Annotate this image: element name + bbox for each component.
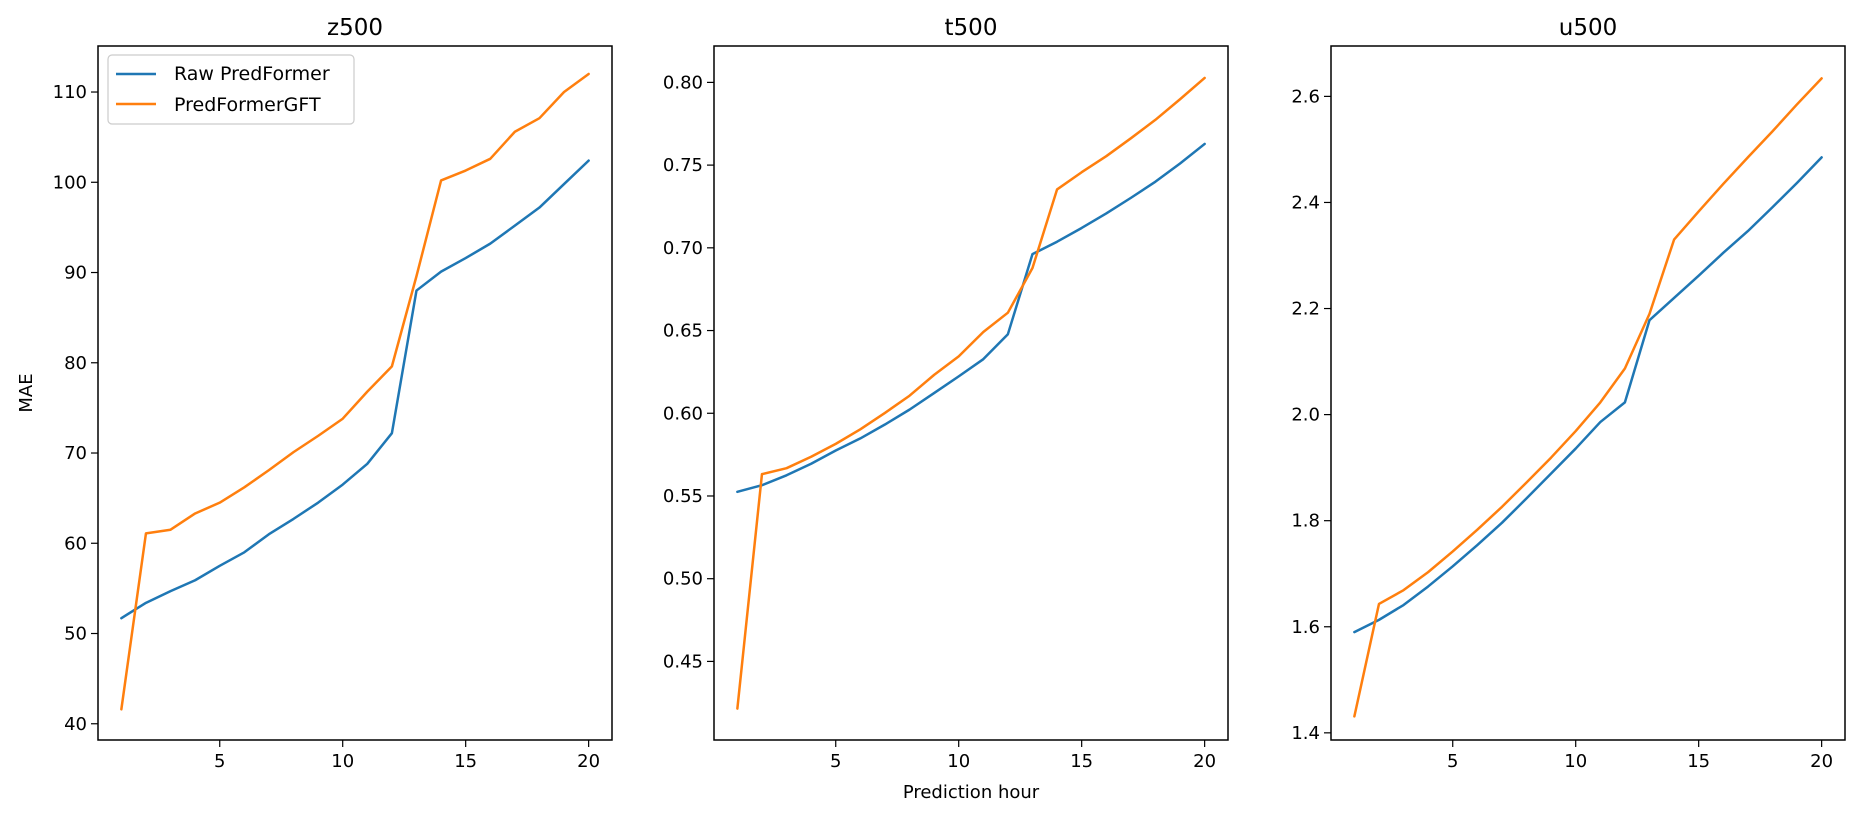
x-axis-label: Prediction hour — [903, 782, 1040, 803]
y-tick-label: 100 — [53, 172, 87, 193]
ticks-t500: 5 10 15 20 0.45 0.50 0.55 0.60 0.65 0.70 0.75 0.80 — [663, 72, 1216, 772]
x-tick-label: 10 — [947, 751, 970, 772]
y-tick-label: 2.4 — [1291, 192, 1320, 213]
axes-frame-z500 — [97, 45, 613, 741]
chart-title-z500: z500 — [327, 15, 383, 41]
y-tick-label: 0.60 — [663, 403, 703, 424]
y-tick-label: 50 — [64, 624, 87, 645]
x-tick-label: 20 — [1193, 751, 1216, 772]
y-tick-label: 0.75 — [663, 155, 703, 176]
x-tick-label: 10 — [1564, 751, 1587, 772]
x-tick-label: 20 — [1810, 751, 1833, 772]
x-tick-label: 15 — [1070, 751, 1093, 772]
y-tick-label: 2.2 — [1291, 299, 1320, 320]
y-tick-label: 0.70 — [663, 238, 703, 259]
x-tick-label: 15 — [454, 751, 477, 772]
y-tick-label: 2.0 — [1291, 405, 1320, 426]
y-tick-label: 1.6 — [1291, 617, 1320, 638]
legend: Raw PredFormer PredFormerGFT — [107, 54, 355, 125]
y-tick-label: 80 — [64, 353, 87, 374]
y-tick-label: 0.45 — [663, 651, 703, 672]
x-tick-label: 5 — [830, 751, 841, 772]
x-tick-label: 5 — [1447, 751, 1458, 772]
legend-box — [107, 54, 355, 125]
legend-label-raw-predformer: Raw PredFormer — [174, 63, 330, 85]
y-tick-label: 60 — [64, 533, 87, 554]
series-line-z500-raw-predformer — [120, 159, 590, 620]
y-tick-label: 0.55 — [663, 486, 703, 507]
y-tick-label: 70 — [64, 443, 87, 464]
ticks-u500: 5 10 15 20 1.4 1.6 1.8 2.0 2.2 2.4 2.6 — [1291, 86, 1833, 772]
y-tick-label: 1.8 — [1291, 511, 1320, 532]
y-tick-label: 110 — [53, 82, 87, 103]
plot-lines-t500 — [736, 76, 1206, 710]
series-line-t500-raw-predformer — [736, 142, 1206, 494]
x-tick-label: 5 — [214, 751, 225, 772]
series-line-z500-predformergft — [120, 72, 590, 711]
chart-title-t500: t500 — [945, 15, 998, 41]
series-line-t500-predformergft — [736, 76, 1206, 710]
x-tick-label: 20 — [577, 751, 600, 772]
series-line-u500-predformergft — [1353, 77, 1823, 718]
y-axis-label: MAE — [16, 373, 37, 412]
series-line-u500-raw-predformer — [1353, 156, 1823, 634]
legend-label-predformergft: PredFormerGFT — [174, 94, 321, 116]
axes-frame-t500 — [713, 45, 1229, 741]
y-tick-label: 90 — [64, 263, 87, 284]
plot-lines-u500 — [1353, 77, 1823, 718]
y-tick-label: 1.4 — [1291, 723, 1320, 744]
y-tick-label: 0.65 — [663, 321, 703, 342]
x-tick-label: 15 — [1687, 751, 1710, 772]
chart-title-u500: u500 — [1559, 15, 1617, 41]
panel-z500: 5 10 15 20 40 50 60 70 80 90 100 110 z500 Raw PredF… — [16, 15, 613, 772]
y-tick-label: 40 — [64, 714, 87, 735]
panel-t500: 5 10 15 200.450.500.550.600.650.700.750.80 … — [663, 15, 1229, 803]
x-tick-label: 10 — [331, 751, 354, 772]
ticks-z500: 5 10 15 20 40 50 60 70 80 90 100 110 — [53, 82, 600, 772]
panel-u500: 5 10 15 20 1.4 1.6 1.8 2.0 2.2 2.4 2.6 u500 — [1291, 15, 1846, 772]
axes-frame-u500 — [1330, 45, 1846, 741]
y-tick-label: 0.50 — [663, 569, 703, 590]
plot-lines-z500 — [120, 72, 590, 711]
y-tick-label: 2.6 — [1291, 86, 1320, 107]
y-tick-label: 0.80 — [663, 72, 703, 93]
